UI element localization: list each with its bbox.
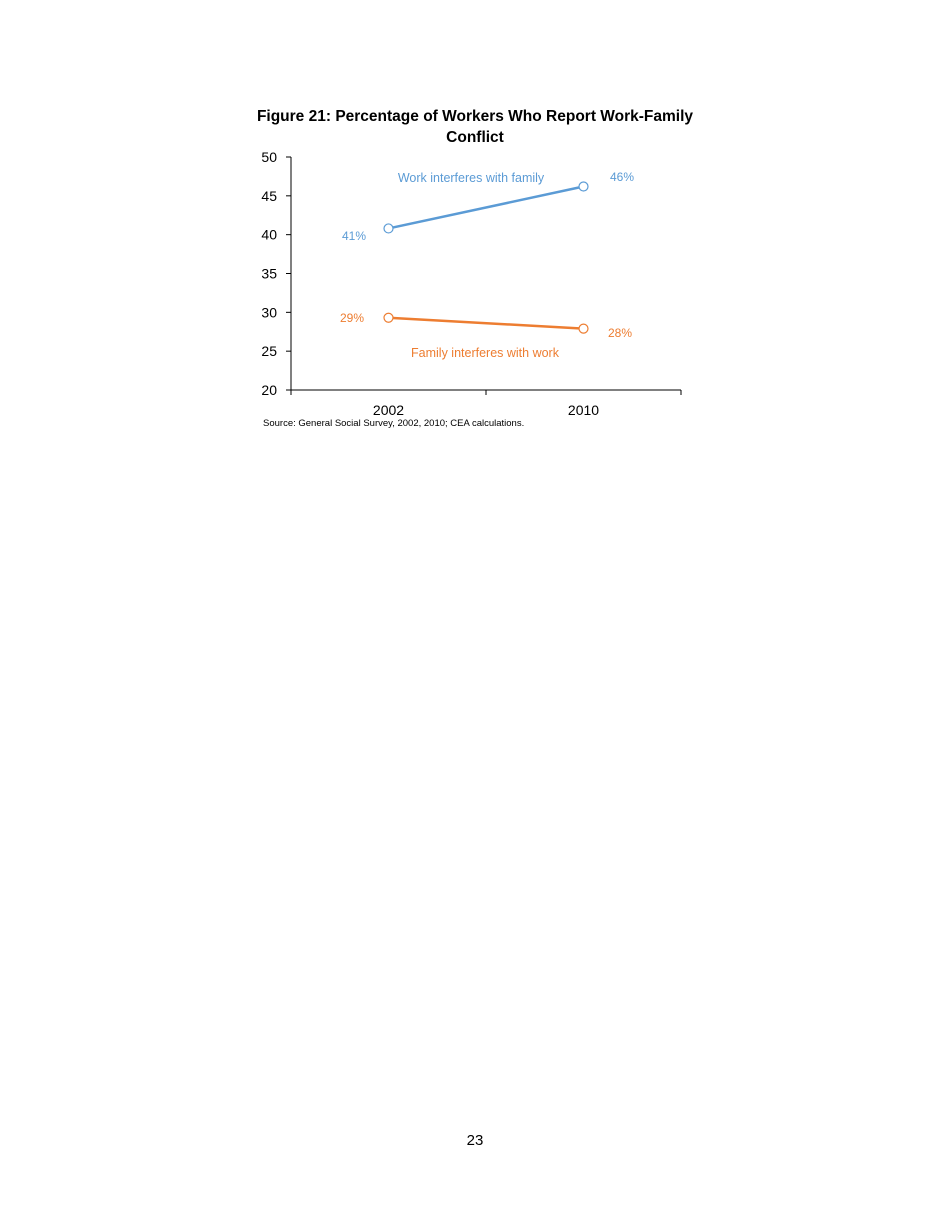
x-tick-label: 2002 [373,402,404,418]
series-label: Work interferes with family [398,171,545,185]
y-tick-label: 20 [261,382,277,398]
y-tick-label: 30 [261,304,277,320]
page-number: 23 [466,1132,484,1149]
data-marker [383,312,394,323]
figure-title: Figure 21: Percentage of Workers Who Rep… [256,108,694,146]
data-marker [578,323,589,334]
y-tick-label: 45 [261,188,277,204]
series-line [388,185,584,230]
series-label: Family interferes with work [411,346,560,360]
y-tick-label: 50 [261,149,277,165]
data-label: 29% [340,311,364,325]
data-label: 41% [342,229,366,243]
source-note: Source: General Social Survey, 2002, 201… [263,418,525,429]
line-chart: 20 25 30 35 40 45 50 2002 2010 Work interferes wi… [261,149,682,418]
data-marker [578,181,589,192]
x-tick-label: 2010 [568,402,599,418]
data-marker [383,223,394,234]
series-line [388,316,584,330]
y-tick-label: 25 [261,343,277,359]
data-label: 28% [608,326,632,340]
y-tick-label: 40 [261,227,277,243]
y-tick-label: 35 [261,266,277,282]
data-label: 46% [610,170,634,184]
